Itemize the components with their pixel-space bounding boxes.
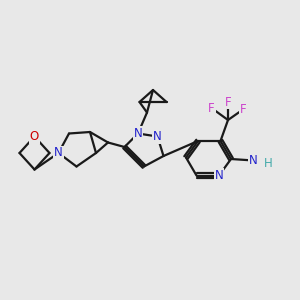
- Text: O: O: [30, 130, 39, 143]
- Text: N: N: [249, 154, 258, 167]
- Text: N: N: [153, 130, 162, 143]
- Text: F: F: [225, 95, 231, 109]
- Text: N: N: [214, 169, 224, 182]
- Text: F: F: [240, 103, 246, 116]
- Text: H: H: [264, 157, 273, 170]
- Text: N: N: [54, 146, 63, 160]
- Text: N: N: [134, 127, 142, 140]
- Text: F: F: [208, 101, 215, 115]
